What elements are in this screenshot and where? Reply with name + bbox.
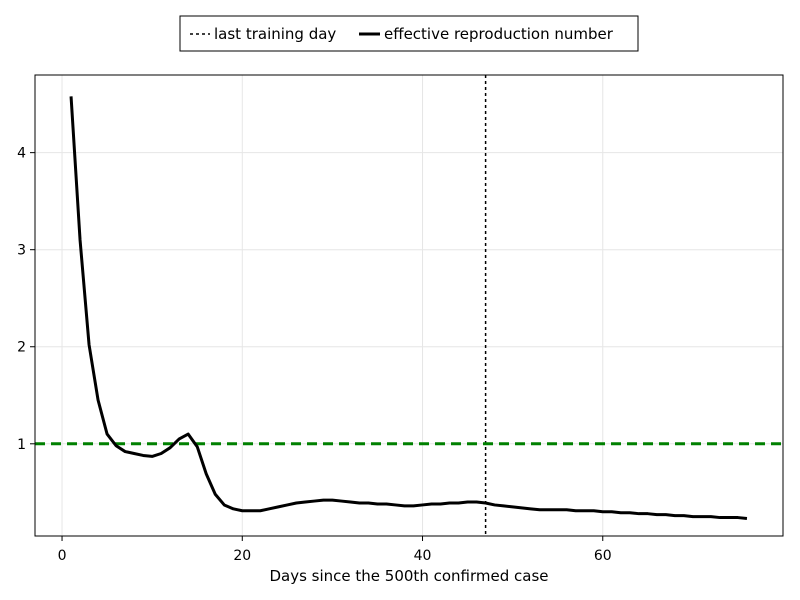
y-tick-label: 4	[17, 146, 26, 162]
series-layer	[69, 96, 748, 521]
plot-frame	[34, 74, 784, 537]
legend-label-last-training-day: last training day	[214, 25, 336, 43]
grid	[35, 75, 783, 536]
legend-label-effective-reproduction-number: effective reproduction number	[384, 25, 614, 43]
x-tick-label: 60	[594, 548, 612, 564]
y-tick-label: 2	[17, 340, 26, 356]
legend-box	[179, 15, 639, 52]
axis-ticks: 0 20 40 60 1 2 3 4	[17, 146, 612, 564]
y-tick-label: 1	[17, 437, 26, 453]
y-tick-label: 3	[17, 243, 26, 259]
legend: last training day effective reproduction…	[179, 15, 639, 52]
x-tick-label: 40	[414, 548, 432, 564]
x-tick-label: 0	[58, 548, 67, 564]
effective-reproduction-number-line	[69, 96, 748, 521]
x-axis-label: Days since the 500th confirmed case	[269, 567, 548, 585]
reference-lines	[35, 75, 783, 536]
x-tick-label: 20	[233, 548, 251, 564]
